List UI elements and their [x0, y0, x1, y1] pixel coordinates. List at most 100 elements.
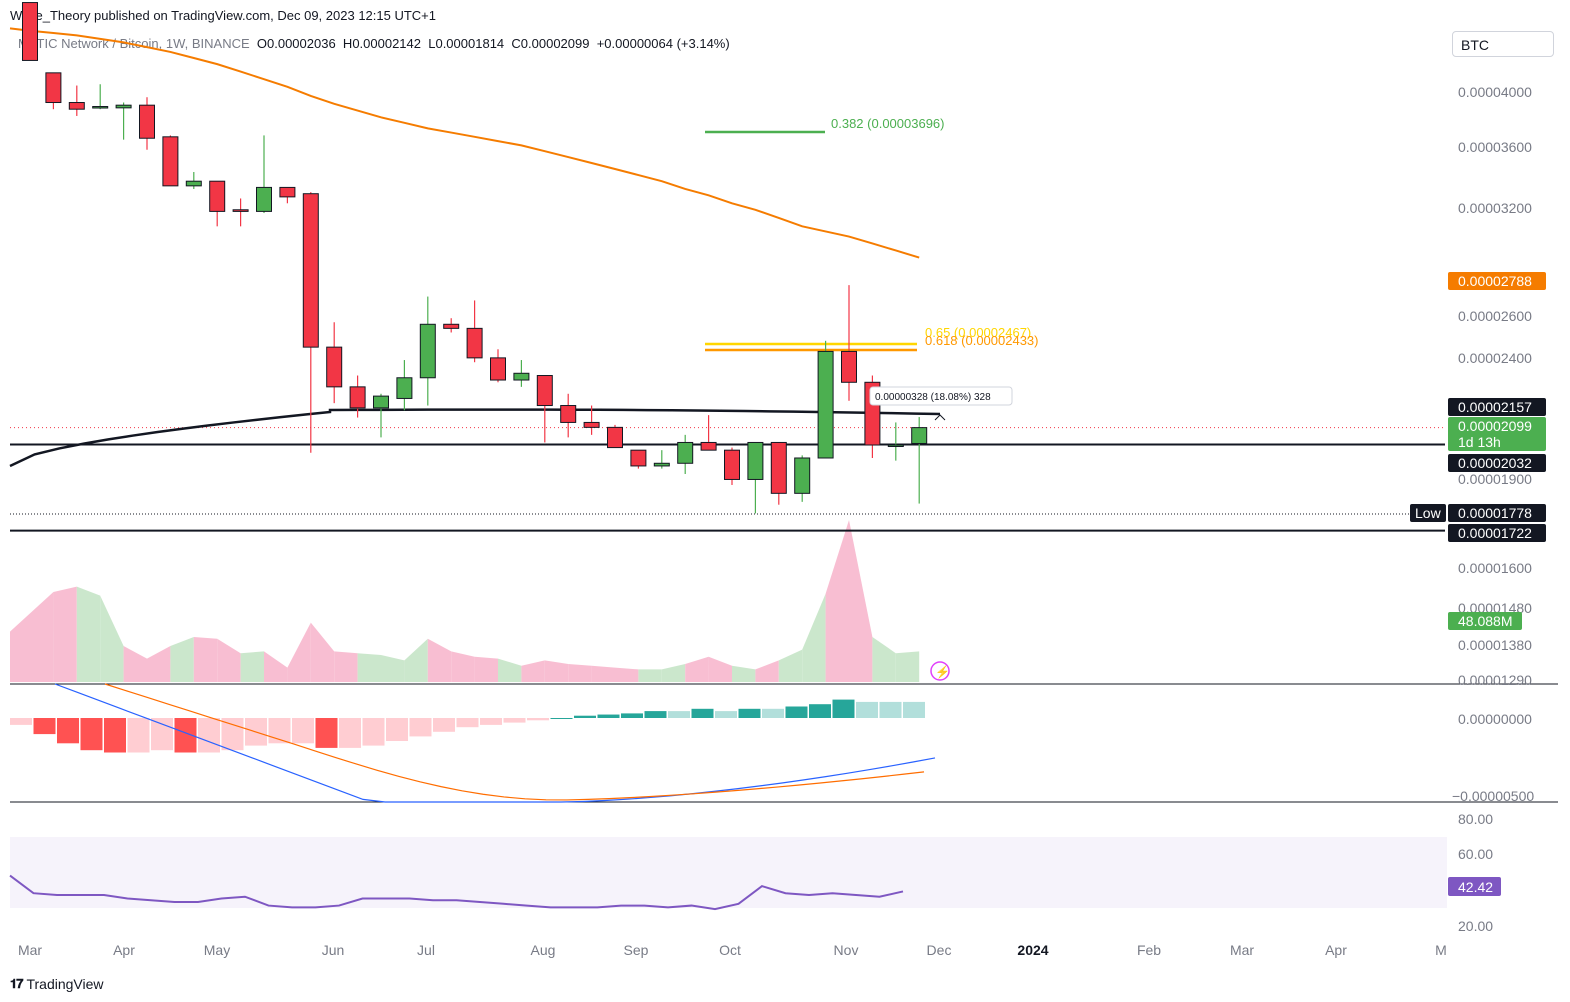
price-badge	[1448, 524, 1546, 542]
volume-area	[381, 655, 405, 682]
candle-body	[817, 350, 834, 459]
low-tag-label: Low	[1415, 505, 1442, 521]
macd-histogram-bar	[80, 718, 103, 751]
macd-histogram-bar	[738, 708, 761, 718]
macd-histogram-bar	[33, 718, 56, 735]
tradingview-logo-icon: 𝟏𝟕	[10, 976, 24, 991]
volume-area	[521, 660, 545, 682]
candle-body	[326, 346, 343, 388]
low-tag	[1410, 504, 1446, 522]
macd-axis-tick: 0.00000000	[1458, 711, 1532, 727]
volume-area	[217, 638, 241, 682]
volume-area	[872, 637, 896, 682]
volume-area	[825, 520, 849, 682]
candle-body	[22, 2, 38, 61]
volume-area	[708, 656, 732, 682]
time-axis-tick: Aug	[531, 942, 556, 958]
candle-body	[794, 457, 811, 494]
volume-area	[123, 646, 147, 682]
macd-histogram-bar	[715, 711, 737, 718]
published-line: Wave_Theory published on TradingView.com…	[10, 8, 436, 23]
macd-histogram-bar	[57, 718, 79, 744]
price-axis-tick: 0.00002600	[1458, 308, 1532, 324]
volume-area	[778, 649, 803, 682]
volume-area	[685, 656, 709, 682]
time-axis-tick: Jul	[417, 942, 435, 958]
volume-area	[661, 664, 686, 682]
candle-body	[443, 323, 460, 329]
macd-histogram-bar	[762, 708, 784, 718]
footer-brand[interactable]: 𝟏𝟕 TradingView	[10, 976, 104, 992]
candle-body	[513, 372, 530, 381]
candle-body	[349, 386, 366, 409]
candle-body	[536, 375, 553, 407]
fib-065-label: 0.65 (0.00002467)	[925, 325, 1031, 340]
volume-area	[568, 664, 592, 682]
candle-body	[232, 209, 249, 212]
sma-line	[9, 408, 941, 468]
price-badge	[1448, 398, 1546, 416]
footer-brand-label: TradingView	[26, 976, 104, 992]
macd-histogram-bar	[668, 711, 690, 718]
volume-area	[427, 638, 452, 682]
candle-body	[747, 441, 764, 480]
price-axis-tick: 0.00001600	[1458, 560, 1532, 576]
volume-area	[849, 520, 873, 682]
candle-body	[700, 441, 717, 451]
candle-body	[185, 180, 202, 187]
macd-histogram-bar	[809, 704, 831, 718]
volume-area	[334, 651, 358, 682]
price-axis-tick: 0.00001380	[1458, 637, 1532, 653]
candle-body	[770, 441, 787, 494]
rsi-axis-tick: 20.00	[1458, 918, 1493, 934]
candle-body	[630, 449, 647, 467]
macd-histogram-bar	[879, 701, 902, 718]
macd-histogram-bar	[856, 701, 878, 718]
rsi-badge-value: 42.42	[1458, 879, 1493, 895]
volume-area	[404, 638, 428, 682]
price-badge	[1448, 454, 1546, 472]
candle-body	[256, 186, 272, 212]
macd-histogram-bar	[903, 701, 925, 718]
macd-histogram-bar	[409, 718, 432, 737]
macd-histogram-bar	[433, 718, 455, 732]
lightning-icon-glyph: ⚡	[935, 665, 950, 679]
low-value: 0.00001814	[435, 36, 505, 51]
volume-area	[287, 622, 311, 682]
macd-histogram-bar	[574, 715, 596, 718]
low-label: L	[428, 36, 436, 51]
macd-histogram-bar	[386, 718, 408, 741]
candle-body	[887, 444, 904, 448]
volume-area	[544, 660, 569, 682]
volume-area	[474, 656, 498, 682]
candle-body	[302, 193, 319, 348]
rsi-line	[9, 874, 904, 911]
volume-area	[498, 658, 522, 682]
candle-body	[419, 323, 436, 379]
time-axis-tick: Apr	[1325, 942, 1347, 958]
volume-badge	[1448, 612, 1522, 630]
candle-body	[68, 102, 85, 110]
price-badge	[1448, 504, 1546, 522]
macd-histogram-bar	[268, 718, 291, 744]
candle-body	[490, 357, 506, 381]
macd-histogram-bar	[292, 718, 314, 744]
time-axis-tick: Jun	[322, 942, 345, 958]
volume-area	[100, 595, 124, 682]
volume-area	[802, 593, 826, 682]
candle-body	[841, 350, 857, 383]
rsi-band	[10, 837, 1447, 908]
rsi-axis-tick: 80.00	[1458, 811, 1493, 827]
candle-body	[466, 327, 483, 359]
currency-select[interactable]: BTC	[1452, 31, 1554, 57]
rsi-axis-tick: 60.00	[1458, 846, 1493, 862]
time-axis-tick: Mar	[1230, 942, 1254, 958]
signal-line	[104, 683, 925, 801]
time-axis-tick: M	[1435, 942, 1447, 958]
macd-histogram-bar	[221, 718, 244, 751]
price-axis-tick: 0.00003200	[1458, 200, 1532, 216]
candle-body	[209, 180, 226, 212]
time-axis-tick: Nov	[834, 942, 859, 958]
price-badge-value: 0.00001722	[1458, 525, 1532, 541]
